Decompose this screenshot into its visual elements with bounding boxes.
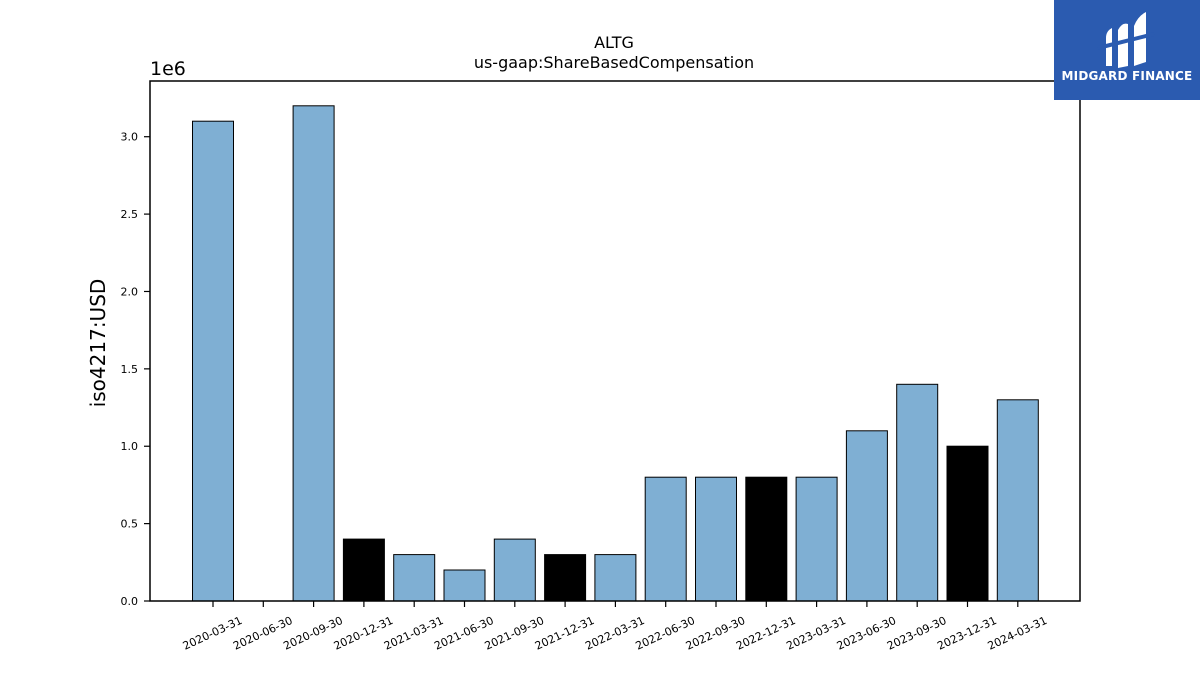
y-axis-label: iso4217:USD [86,279,110,408]
plot-frame [149,80,1081,602]
y-tick-label: 2.0 [121,285,139,298]
bar-2022-03-31 [594,554,637,602]
bar-2021-03-31 [393,554,436,602]
y-tick-label: 2.5 [121,208,139,221]
bar-2021-06-30 [443,569,486,602]
bar-2023-09-30 [896,383,939,602]
y-scale-label: 1e6 [150,58,186,80]
y-tick-label: 1.0 [121,440,139,453]
bar-2024-03-31 [996,399,1039,602]
y-tick-label: 1.5 [121,363,139,376]
bar-2022-06-30 [644,476,687,602]
bar-2023-12-31 [946,445,989,602]
bar-2020-09-30 [292,105,335,602]
y-tick-label: 0.0 [121,595,139,608]
bar-2023-03-31 [795,476,838,602]
x-ticks-group: 2020-03-312020-06-302020-09-302020-12-31… [181,601,1049,653]
y-ticks-group: 0.0 0.5 1.0 1.5 2.0 2.5 3.0 [121,131,150,608]
brand-logo: MIDGARD FINANCE [1054,0,1200,100]
bar-2021-12-31 [544,554,587,602]
bar-2020-03-31 [192,120,234,602]
chart-title: ALTG [594,33,634,52]
brand-name: MIDGARD FINANCE [1061,69,1193,83]
bar-2020-12-31 [342,538,385,602]
bar-2021-09-30 [493,538,536,602]
bar-2023-06-30 [845,430,888,602]
y-tick-label: 0.5 [121,518,139,531]
bar-2022-09-30 [695,476,737,602]
chart-subtitle: us-gaap:ShareBasedCompensation [474,53,754,72]
bar-2022-12-31 [745,476,788,602]
bars-group [192,105,1039,602]
midgard-m-icon [1097,12,1155,69]
y-tick-label: 3.0 [121,131,139,144]
